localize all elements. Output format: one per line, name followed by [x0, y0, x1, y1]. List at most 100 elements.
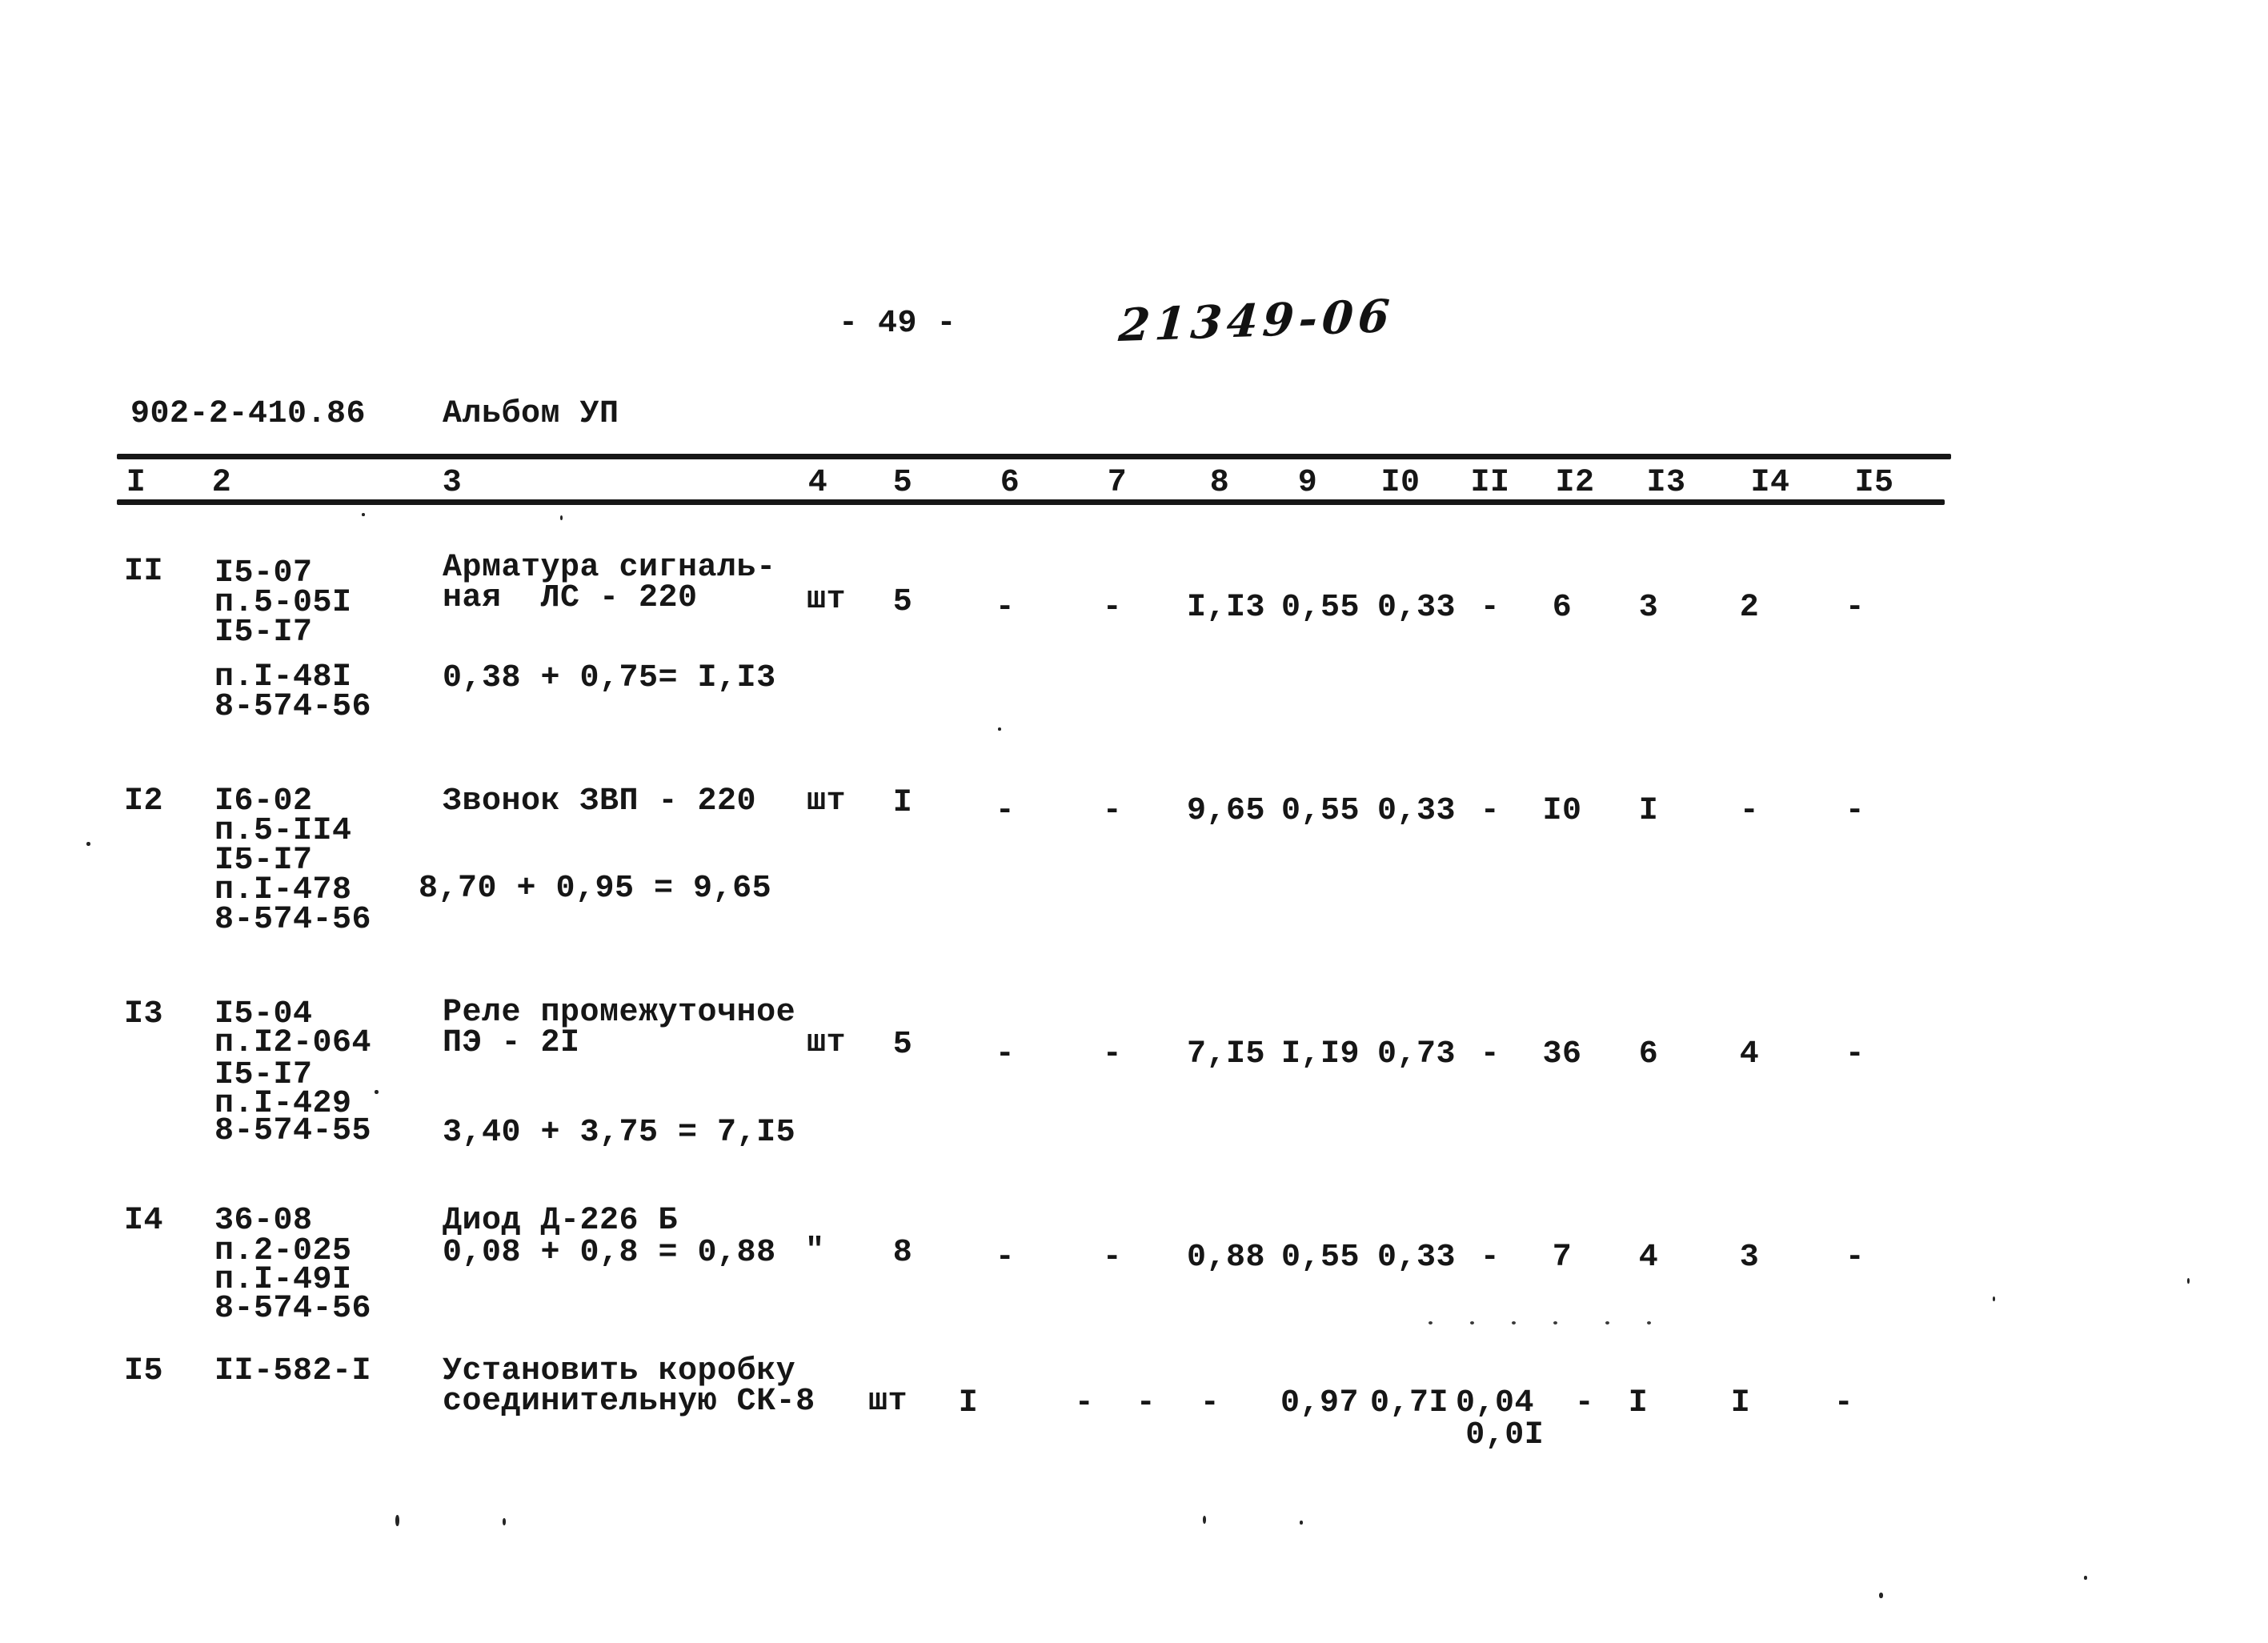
column-header-5: 5	[892, 465, 913, 501]
value-cell-col10: 0,33	[1376, 590, 1457, 626]
code-line: п.5-II4	[214, 813, 352, 849]
value-cell-col15: -	[1845, 793, 1865, 829]
value-cell-col7: -	[1102, 1036, 1123, 1072]
value-cell-col9: 0,55	[1280, 590, 1360, 626]
row-position-number: I3	[124, 996, 164, 1032]
scan-speck	[1879, 1593, 1883, 1598]
row-position-number: I2	[124, 783, 164, 819]
value-cell-col7: -	[1102, 590, 1123, 626]
value-cell-col15: -	[1845, 1036, 1865, 1072]
scan-dotted-mark	[1512, 1321, 1516, 1324]
column-header-7: 7	[1107, 465, 1128, 501]
scan-speck	[1993, 1296, 1995, 1301]
value-cell-col12: -	[1574, 1385, 1595, 1421]
code-line: п.I-49I	[214, 1262, 352, 1298]
column-header-10: I0	[1380, 465, 1421, 501]
column-header-11: II	[1470, 465, 1510, 501]
quantity-cell: 5	[892, 584, 913, 620]
table-rule-top	[117, 454, 1951, 459]
code-line: I5-I7	[214, 1057, 313, 1093]
value-cell-col6: -	[995, 1036, 1016, 1072]
value-cell-col12: 7	[1552, 1240, 1573, 1276]
value-cell-col6: -	[995, 793, 1016, 829]
calculation-line: 3,40 + 3,75 = 7,I5	[443, 1115, 796, 1151]
code-line: 8-574-56	[214, 1291, 372, 1327]
value-cell-col10: 0,33	[1376, 1240, 1457, 1276]
value-cell-col10: 0,73	[1376, 1036, 1457, 1072]
quantity-cell: 5	[892, 1027, 913, 1063]
scan-dotted-mark	[1553, 1321, 1557, 1324]
value-cell-col11: -	[1480, 793, 1501, 829]
unit-cell: шт	[807, 783, 847, 819]
value-cell-col6: -	[995, 590, 1016, 626]
item-name-line: Диод Д-226 Б	[443, 1203, 679, 1239]
value-cell-col8: 0,88	[1186, 1240, 1266, 1276]
column-header-2: 2	[211, 465, 232, 501]
value-cell-col13: I	[1628, 1385, 1649, 1421]
scan-speck	[375, 1090, 379, 1094]
value-cell-col10: 0,7I	[1369, 1385, 1449, 1421]
value-cell-col7: -	[1136, 1385, 1156, 1421]
handwritten-stamp: 21349-06	[1116, 289, 1396, 353]
code-line: I6-02	[214, 783, 313, 819]
table-rule-header-bottom	[117, 499, 1945, 505]
code-line: п.I2-064	[214, 1025, 372, 1061]
scan-dotted-mark	[1605, 1321, 1609, 1324]
code-line: II-582-I	[214, 1353, 372, 1389]
row-position-number: II	[124, 554, 164, 590]
scan-speck	[998, 727, 1001, 731]
code-line: п.I-478	[214, 872, 352, 908]
value-cell-col9: 0,97	[1280, 1385, 1360, 1421]
scan-dotted-mark	[1470, 1321, 1474, 1324]
quantity-cell: I	[958, 1385, 979, 1421]
item-name-line: ПЭ - 2I	[443, 1025, 580, 1061]
value-cell-col12: 6	[1552, 590, 1573, 626]
code-line: I5-I7	[214, 843, 313, 879]
value-cell-col6: -	[1074, 1385, 1095, 1421]
value-cell-col9: I,I9	[1280, 1036, 1360, 1072]
column-header-9: 9	[1297, 465, 1318, 501]
unit-cell: "	[805, 1233, 825, 1269]
value-cell-col14: 2	[1739, 590, 1760, 626]
value-cell-col13: 6	[1638, 1036, 1659, 1072]
scan-speck	[2084, 1576, 2087, 1580]
code-line: I5-I7	[214, 615, 313, 651]
code-line: I5-04	[214, 996, 313, 1032]
code-line: п.5-05I	[214, 585, 352, 621]
value-cell-col13: 3	[1638, 590, 1659, 626]
code-line-extra: 8-574-56	[214, 689, 372, 725]
value-cell-col10: 0,33	[1376, 793, 1457, 829]
scan-speck	[1300, 1521, 1303, 1525]
row-position-number: I4	[124, 1203, 164, 1239]
code-line: п.2-025	[214, 1233, 352, 1269]
calculation-line: 8,70 + 0,95 = 9,65	[419, 871, 772, 907]
calculation-line: 0,38 + 0,75= I,I3	[443, 660, 776, 696]
value-cell-col15: -	[1845, 590, 1865, 626]
value-cell-col11: -	[1480, 1036, 1501, 1072]
value-cell-col8: -	[1200, 1385, 1220, 1421]
item-name-line: Установить коробку	[443, 1353, 796, 1389]
document-code: 902-2-410.86	[130, 396, 367, 432]
unit-cell: шт	[868, 1384, 908, 1420]
value-cell-col8: I,I3	[1186, 590, 1266, 626]
value-cell-col11: -	[1480, 590, 1501, 626]
column-header-8: 8	[1209, 465, 1230, 501]
column-header-12: I2	[1555, 465, 1595, 501]
quantity-cell: 8	[892, 1235, 913, 1271]
unit-cell: шт	[807, 582, 847, 618]
quantity-cell: I	[892, 785, 913, 821]
column-header-1: I	[126, 465, 146, 501]
code-line: 36-08	[214, 1203, 313, 1239]
value-cell-col12: 36	[1542, 1036, 1582, 1072]
album-label: Альбом УП	[443, 396, 619, 432]
scan-dotted-mark	[1647, 1321, 1651, 1324]
scan-speck	[86, 842, 90, 846]
scan-speck	[1203, 1516, 1206, 1524]
value-cell-col15: -	[1845, 1240, 1865, 1276]
value-cell-col13: 4	[1638, 1240, 1659, 1276]
scan-dotted-mark	[1429, 1321, 1433, 1324]
item-name-line: соединительную СК-8	[443, 1384, 815, 1420]
value-cell-col7: -	[1102, 793, 1123, 829]
code-line: 8-574-55	[214, 1113, 372, 1149]
